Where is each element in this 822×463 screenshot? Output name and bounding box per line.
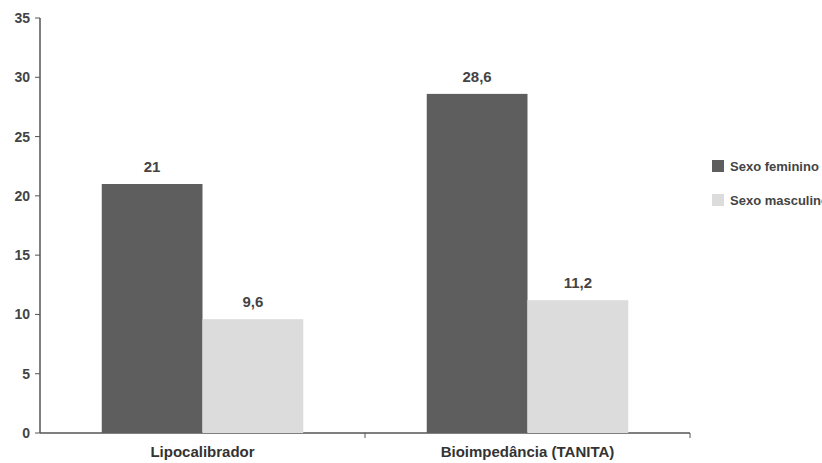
y-tick-label: 5 [22,366,30,382]
y-tick-label: 0 [22,425,30,441]
x-tick [365,433,366,438]
legend-swatch [712,194,724,206]
data-label: 28,6 [463,68,492,85]
data-label: 11,2 [564,274,592,291]
y-tick-label: 15 [14,247,30,263]
bar [427,94,528,433]
category-label: Lipocalibrador [150,443,254,460]
y-tick-label: 30 [14,69,30,85]
data-labels: 21 9,6 28,6 11,2 [144,68,592,310]
data-label: 21 [144,158,161,175]
legend: Sexo feminino Sexo masculino [712,159,822,208]
bar [203,319,304,433]
chart: 0 5 10 15 20 25 30 35 21 9,6 28,6 11,2 Lipocalibrado… [0,0,822,463]
legend-swatch [712,160,724,172]
legend-label: Sexo feminino [730,159,819,174]
x-tick [690,433,691,438]
y-tick-label: 25 [14,129,30,145]
bar [102,184,203,433]
category-label: Bioimpedância (TANITA) [441,443,615,460]
legend-label: Sexo masculino [730,193,822,208]
y-tick-label: 20 [14,188,30,204]
bars [102,94,629,433]
bar [528,300,629,433]
y-tick-label: 35 [14,10,30,26]
data-label: 9,6 [242,293,263,310]
y-axis [39,18,41,433]
y-tick-label: 10 [14,306,30,322]
